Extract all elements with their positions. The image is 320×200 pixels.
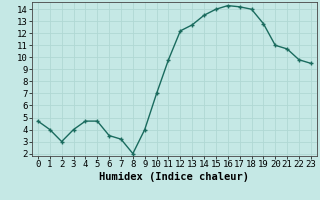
X-axis label: Humidex (Indice chaleur): Humidex (Indice chaleur) [100, 172, 249, 182]
